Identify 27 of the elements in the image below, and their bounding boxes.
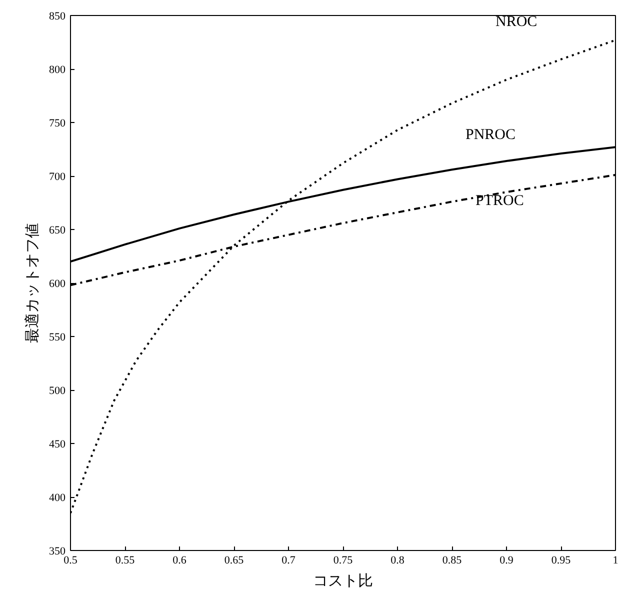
y-tick-label: 450	[49, 438, 66, 450]
series-label: PNROC	[466, 127, 516, 144]
x-tick-label: 0.75	[333, 554, 354, 566]
y-tick-label: 800	[49, 64, 66, 76]
x-tick-label: 0.85	[442, 554, 462, 566]
x-tick-label: 0.55	[115, 554, 136, 566]
y-tick-label: 350	[49, 546, 66, 558]
x-tick-label: 0.7	[282, 554, 296, 566]
series-label: PTROC	[476, 192, 524, 209]
y-tick-label: 750	[49, 118, 66, 130]
y-tick-label: 850	[49, 10, 66, 22]
y-axis-title: 最適カットオフ値	[23, 223, 41, 343]
y-tick-label: 400	[49, 492, 66, 504]
x-tick-label: 0.8	[390, 554, 405, 566]
y-tick-label: 550	[49, 332, 66, 344]
x-tick-label: 0.5	[64, 554, 78, 566]
y-tick-label: 650	[49, 224, 66, 236]
y-tick-label: 500	[49, 385, 66, 397]
x-tick-label: 0.9	[500, 554, 514, 566]
x-tick-label: 1	[612, 554, 618, 566]
text: NROC	[496, 14, 538, 30]
y-tick-label: 700	[49, 171, 66, 183]
x-axis-title: コスト比	[313, 572, 373, 590]
x-tick-label: 0.6	[172, 554, 187, 566]
y-tick-label: 600	[49, 278, 66, 290]
x-tick-label: 0.95	[551, 554, 572, 566]
x-tick-label: 0.65	[224, 554, 244, 566]
